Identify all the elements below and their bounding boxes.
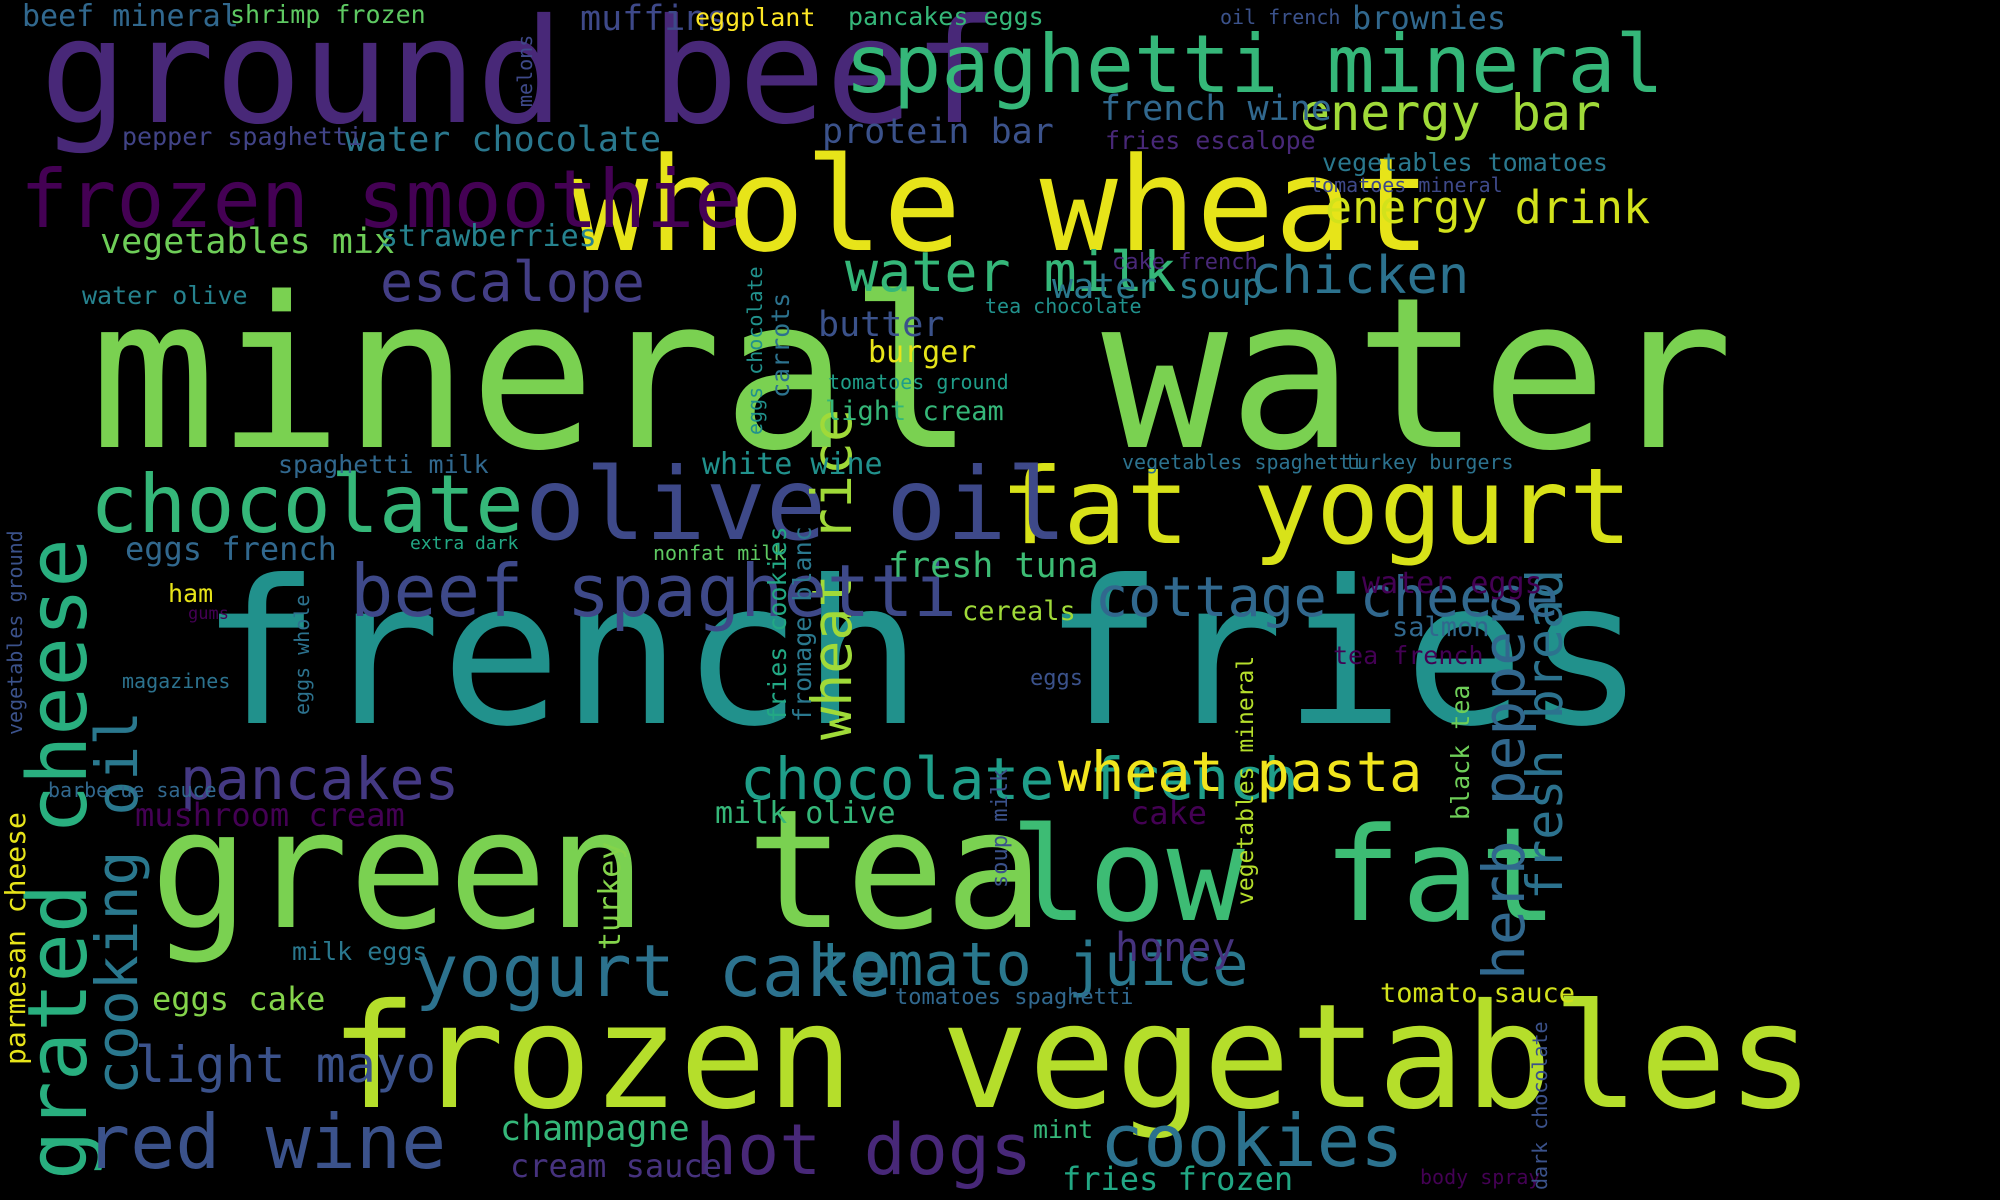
word-energy-bar: energy drink xyxy=(1325,181,1651,234)
word-eggplant: eggplant xyxy=(695,3,816,32)
word-olive-oil: olive oil xyxy=(525,446,1067,563)
word-cookies: hot dogs xyxy=(695,1109,1033,1191)
word-chicken: water milk xyxy=(845,240,1177,304)
word-milk-olive: milk olive xyxy=(715,796,896,831)
word-light-mayo: energy bar xyxy=(1300,84,1602,142)
word-muffins: muffins xyxy=(580,0,728,39)
word-vegetables-mix: vegetables mix xyxy=(100,222,396,262)
word-fries-frozen: fries frozen xyxy=(1062,1160,1294,1198)
word-water-soup: water soup xyxy=(1052,267,1263,307)
word-shrimp-frozen: shrimp frozen xyxy=(230,0,426,29)
word-hot-dogs: chocolate french xyxy=(740,745,1299,813)
word-melons: melons xyxy=(513,34,537,107)
word-wheat-rice: red wine xyxy=(85,1098,447,1186)
word-spaghetti-mineral: spaghetti mineral xyxy=(845,18,1664,111)
word-tomatoes-ground: tomatoes ground xyxy=(828,370,1009,394)
word-fat-yogurt: fat yogurt xyxy=(1000,446,1633,568)
word-oil-french: oil french xyxy=(1220,5,1341,29)
word-mineral-water: mineral water xyxy=(90,252,1734,497)
word-vegetables-tomatoes: vegetables tomatoes xyxy=(1322,148,1608,177)
word-french-fries: french fries xyxy=(200,538,1645,771)
word-fresh-bread: yogurt cake xyxy=(415,929,892,1013)
word-parmesan-cheese: parmesan cheese xyxy=(0,812,32,1065)
word-ham: ham xyxy=(168,579,214,608)
word-water-milk: escalope xyxy=(380,250,645,314)
word-tea-french: tea french xyxy=(1333,641,1484,670)
word-extra-dark: extra dark xyxy=(410,533,519,554)
word-soup-milk: soup milk xyxy=(988,768,1013,888)
word-turkey-burgers: turkey burgers xyxy=(1345,450,1514,474)
word-escalope: light mayo xyxy=(135,1036,437,1094)
word-green-tea: green tea xyxy=(150,774,1045,966)
word-brownies: brownies xyxy=(1352,0,1507,37)
word-energy-drink: honey xyxy=(1115,925,1236,971)
word-mint: mint xyxy=(1033,1115,1094,1144)
word-nonfat-milk: nonfat milk xyxy=(653,541,786,565)
word-chocolate: beef spaghetti xyxy=(350,549,957,633)
word-herb-pepper: cookies xyxy=(1100,1099,1404,1183)
word-cooking-oil: chocolate xyxy=(90,458,524,551)
word-gums: gums xyxy=(188,604,229,624)
word-water-chocolate: water chocolate xyxy=(345,120,662,160)
word-fromage-blanc: fromage blanc xyxy=(788,526,817,722)
word-milk-eggs: milk eggs xyxy=(292,937,428,966)
word-eggs-chocolate: eggs chocolate xyxy=(743,266,767,435)
word-carrots: carrots xyxy=(766,292,795,398)
word-vegetables-spaghetti: vegetables spaghetti xyxy=(1122,450,1363,474)
word-low-fat: low fat xyxy=(1010,799,1558,951)
word-vegetables-ground: vegetables ground xyxy=(3,530,27,735)
word-vegetables-mineral: vegetables mineral xyxy=(1233,655,1259,905)
word-dark-chocolate: dark chocolate xyxy=(1528,1021,1552,1190)
word-frozen-vegetables: frozen vegetables xyxy=(330,973,1815,1142)
word-fries-cookies: fries cookies xyxy=(763,526,792,722)
word-ground-beef: ground beef xyxy=(40,0,1001,157)
word-eggs-whole: eggs whole xyxy=(290,594,314,715)
word-turkey: turkey xyxy=(593,841,628,950)
word-salmon: salmon xyxy=(1392,612,1490,643)
word-cake-french: cake french xyxy=(1112,250,1258,275)
word-cereals: cereals xyxy=(962,596,1076,627)
word-cake: cake xyxy=(1130,794,1208,832)
word-protein-bar: protein bar xyxy=(822,112,1054,152)
word-tomato-juice: wheat pasta xyxy=(1058,740,1423,804)
word-beef-mineral: beef mineral xyxy=(22,0,239,34)
word-water-olive: water olive xyxy=(82,281,248,310)
word-water-eggs: water eggs xyxy=(1362,566,1543,601)
word-grated-cheese: frozen smoothie xyxy=(20,153,743,246)
word-spaghetti-milk: spaghetti milk xyxy=(278,450,489,479)
word-burger: burger xyxy=(868,335,977,370)
word-magazines: magazines xyxy=(122,669,231,693)
word-yogurt-cake: tomato juice xyxy=(815,930,1249,1000)
word-tea-chocolate: tea chocolate xyxy=(985,294,1142,318)
word-light-cream: light cream xyxy=(825,396,1004,427)
word-pepper-spaghetti: pepper spaghetti xyxy=(122,122,363,151)
word-butter: butter xyxy=(818,305,945,345)
word-tomatoes-mineral: tomatoes mineral xyxy=(1310,173,1503,197)
word-french-wine: french wine xyxy=(1100,89,1332,129)
word-cream-sauce: cream sauce xyxy=(510,1147,722,1185)
word-fresh-tuna: fresh tuna xyxy=(888,546,1099,586)
word-body-spray: body spray xyxy=(1420,1165,1541,1189)
word-tomato-sauce: tomato sauce xyxy=(1380,978,1576,1009)
word-black-tea: black tea xyxy=(1446,684,1475,820)
word-whole-wheat: whole wheat xyxy=(570,129,1431,281)
word-mushroom-cream: mushroom cream xyxy=(135,796,405,834)
word-barbecue-sauce: barbecue sauce xyxy=(48,778,217,802)
word-eggs: eggs xyxy=(1030,666,1083,691)
word-beef-spaghetti: pancakes xyxy=(180,745,460,813)
word-pancakes-eggs: pancakes eggs xyxy=(848,2,1044,31)
word-champagne: champagne xyxy=(500,1109,690,1149)
word-fries-escalope: fries escalope xyxy=(1105,126,1316,155)
word-eggs-french: eggs french xyxy=(125,530,337,568)
word-wheat-pasta: chicken xyxy=(1250,246,1470,306)
word-red-wine: cottage cheese xyxy=(1095,565,1559,629)
word-eggs-cake: eggs cake xyxy=(152,980,326,1018)
word-white-wine: white wine xyxy=(702,447,883,482)
word-tomatoes-spaghetti: tomatoes spaghetti xyxy=(895,985,1134,1010)
word-strawberries: strawberries xyxy=(380,219,597,254)
